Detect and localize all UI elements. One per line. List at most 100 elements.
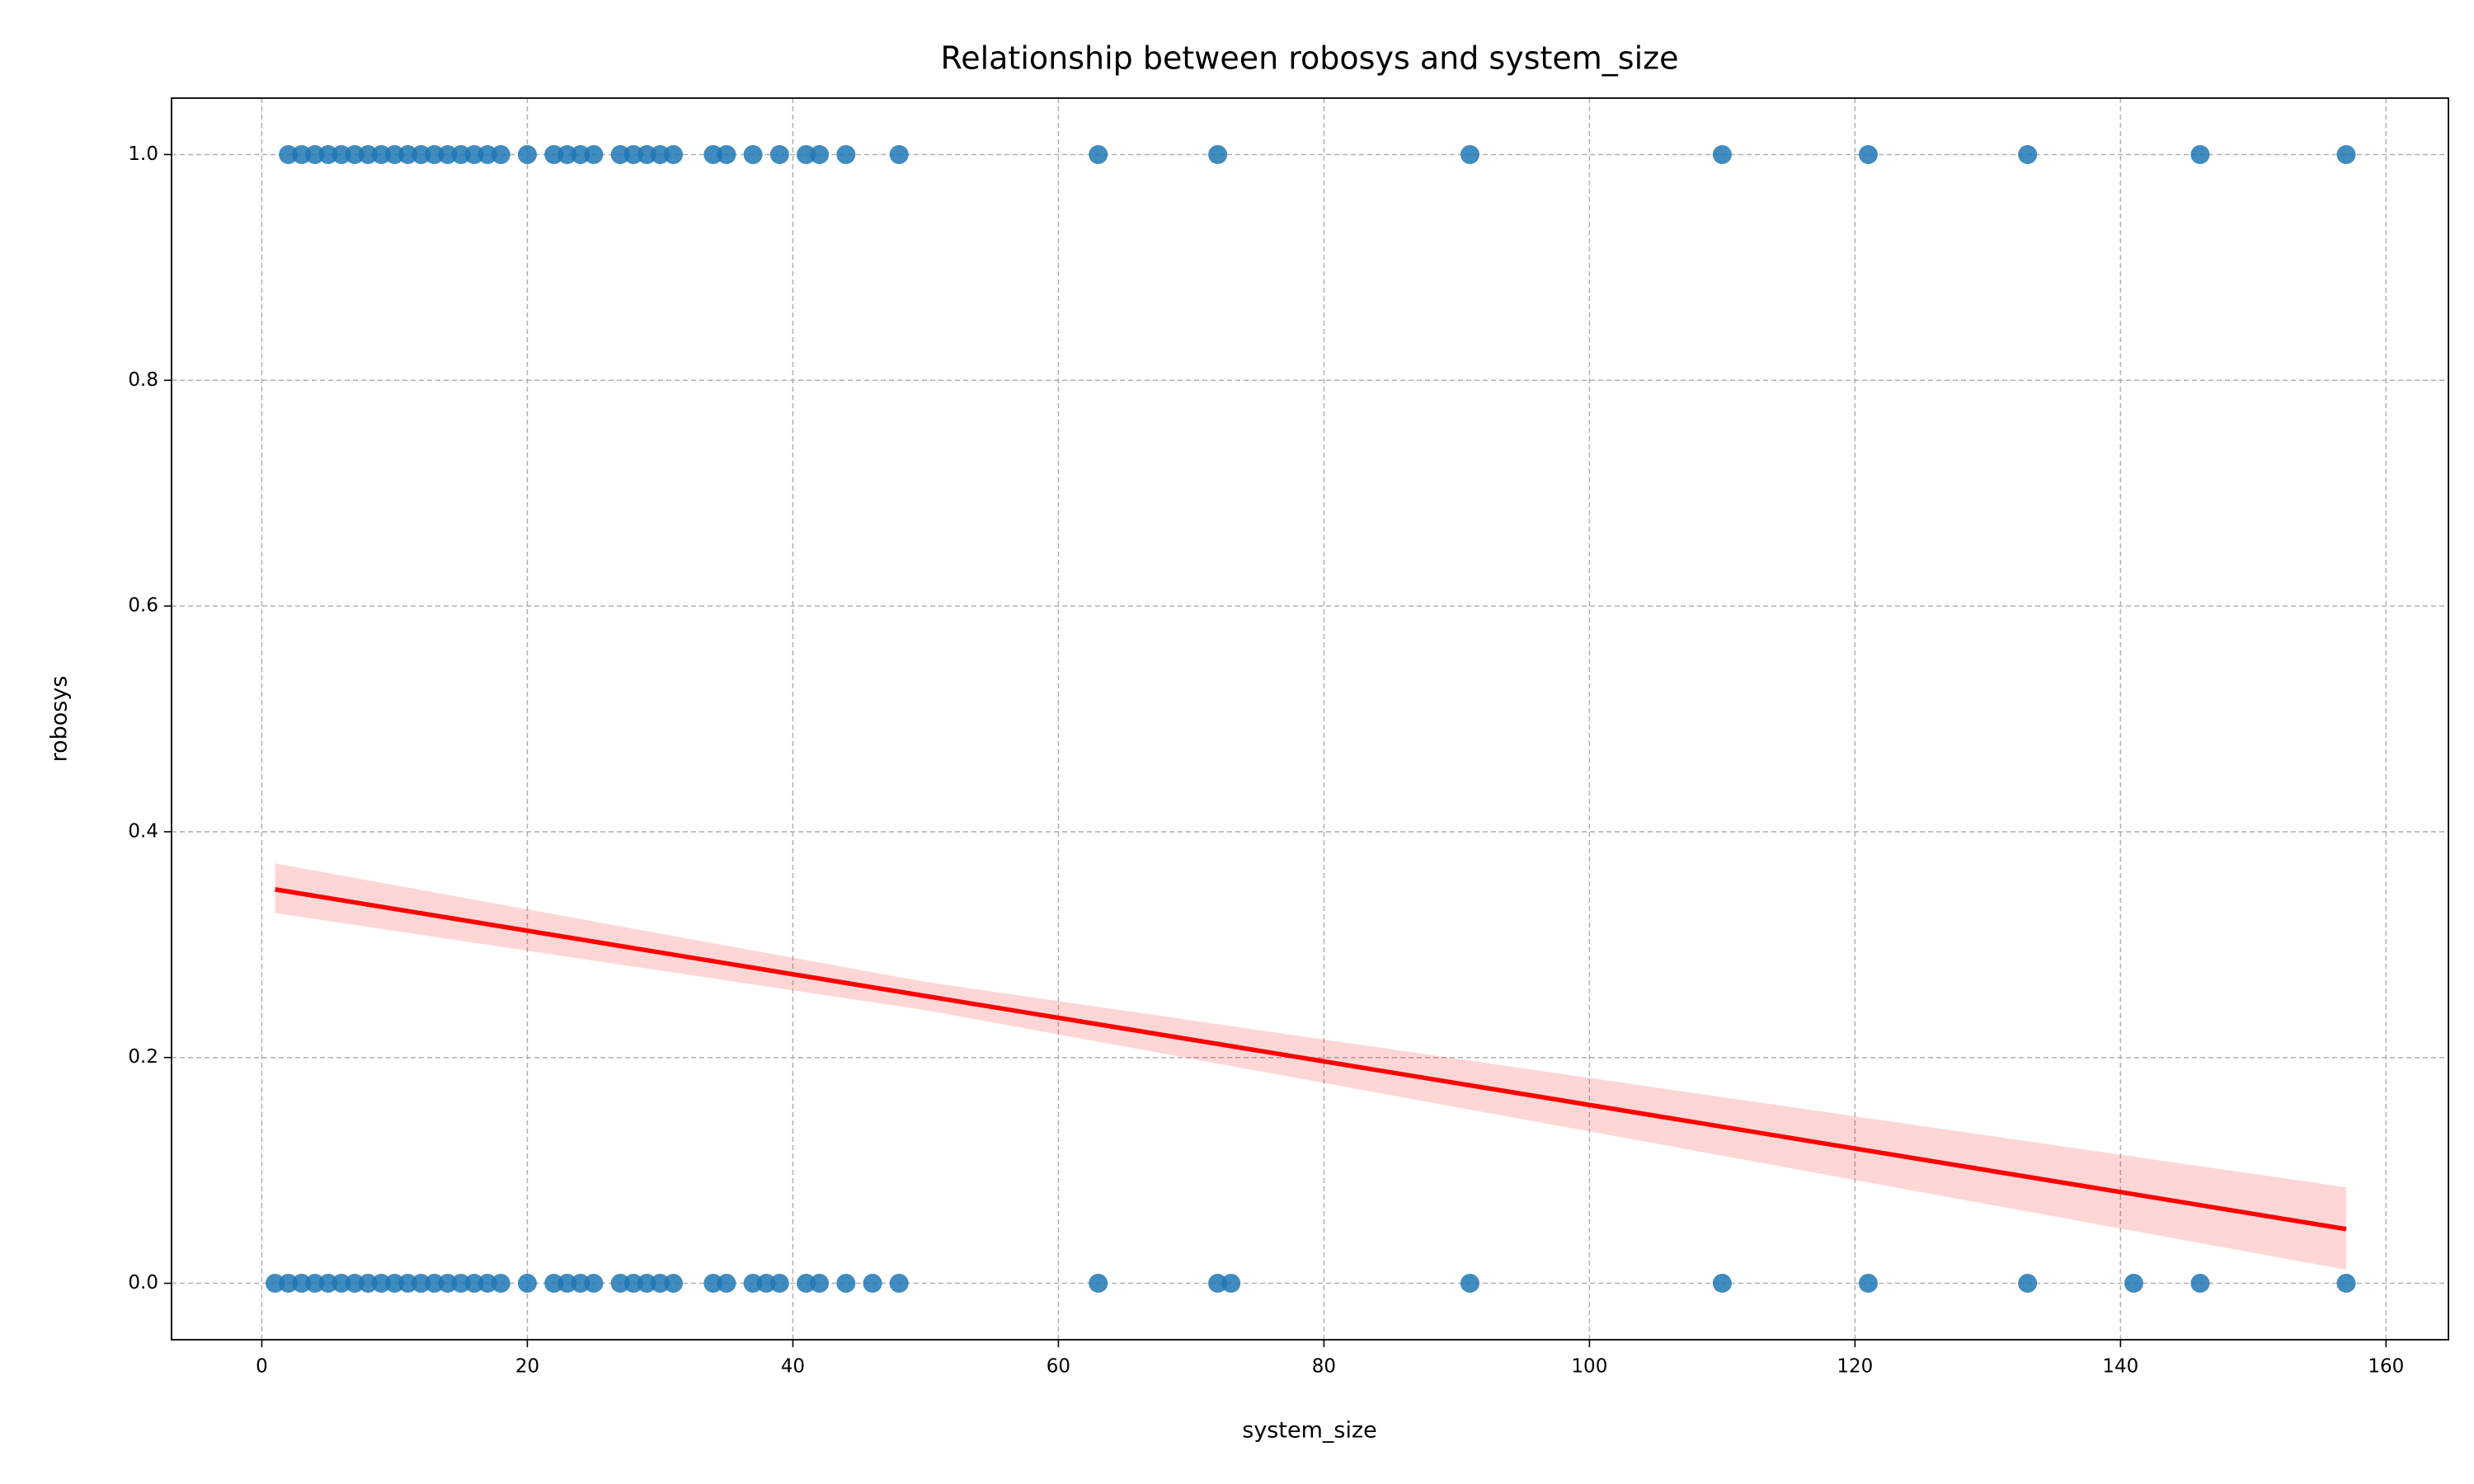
scatter-point	[1460, 1274, 1479, 1294]
scatter-point	[477, 144, 497, 164]
scatter-point	[412, 144, 431, 164]
scatter-point	[305, 1274, 325, 1294]
x-tick-label: 120	[1837, 1356, 1873, 1378]
x-tick-label: 0	[256, 1356, 268, 1378]
scatter-point	[637, 1274, 656, 1294]
scatter-point	[756, 1274, 776, 1294]
scatter-point	[345, 144, 365, 164]
scatter-point	[703, 1274, 723, 1294]
scatter-point	[743, 1274, 763, 1294]
scatter-point	[769, 1274, 789, 1294]
scatter-point	[717, 144, 736, 164]
scatter-point	[1089, 1274, 1108, 1294]
scatter-point	[2190, 144, 2210, 164]
x-axis-label: system_size	[1242, 1418, 1376, 1444]
scatter-point	[266, 1274, 285, 1294]
y-axis-label: robosys	[47, 676, 73, 763]
scatter-point	[544, 1274, 564, 1294]
scatter-point	[318, 1274, 338, 1294]
scatter-point	[544, 144, 564, 164]
scatter-point	[584, 144, 604, 164]
x-tick-label: 40	[781, 1356, 805, 1378]
scatter-point	[305, 144, 325, 164]
scatter-point	[384, 1274, 404, 1294]
scatter-point	[650, 144, 670, 164]
scatter-point	[1712, 1274, 1732, 1294]
y-tick-label: 0.4	[128, 820, 158, 842]
scatter-point	[438, 1274, 458, 1294]
scatter-point	[810, 1274, 830, 1294]
y-tick-label: 0.8	[128, 369, 158, 391]
scatter-point	[2336, 1274, 2356, 1294]
x-tick-label: 80	[1312, 1356, 1336, 1378]
scatter-point	[425, 1274, 444, 1294]
x-tick-label: 20	[515, 1356, 539, 1378]
scatter-point	[623, 1274, 643, 1294]
scatter-point	[810, 144, 830, 164]
scatter-point	[412, 1274, 431, 1294]
scatter-point	[371, 144, 391, 164]
scatter-point	[743, 144, 763, 164]
scatter-point	[398, 144, 418, 164]
scatter-point	[889, 144, 909, 164]
scatter-point	[292, 1274, 312, 1294]
axes-frame	[171, 97, 2449, 1341]
scatter-point	[358, 1274, 378, 1294]
scatter-point	[517, 1274, 537, 1294]
scatter-point	[1208, 1274, 1228, 1294]
scatter-point	[889, 1274, 909, 1294]
scatter-point	[332, 144, 351, 164]
scatter-point	[571, 144, 590, 164]
scatter-point	[610, 144, 630, 164]
scatter-point	[797, 1274, 816, 1294]
scatter-point	[384, 144, 404, 164]
scatter-point	[623, 144, 643, 164]
scatter-point	[2124, 1274, 2143, 1294]
scatter-point	[358, 144, 378, 164]
scatter-point	[451, 1274, 471, 1294]
scatter-point	[451, 144, 471, 164]
x-tick-label: 60	[1047, 1356, 1070, 1378]
scatter-point	[1089, 144, 1108, 164]
scatter-point	[703, 144, 723, 164]
scatter-point	[371, 1274, 391, 1294]
x-tick-label: 140	[2102, 1356, 2138, 1378]
scatter-point	[425, 144, 444, 164]
scatter-point	[318, 144, 338, 164]
y-tick-label: 0.6	[128, 595, 158, 617]
x-tick-label: 160	[2368, 1356, 2404, 1378]
scatter-point	[2018, 144, 2038, 164]
scatter-point	[836, 1274, 856, 1294]
regression-line	[275, 887, 2347, 1232]
chart-title: Relationship between robosys and system_…	[941, 40, 1679, 77]
scatter-point	[491, 1274, 510, 1294]
scatter-point	[464, 144, 484, 164]
scatter-point	[517, 144, 537, 164]
scatter-point	[836, 144, 856, 164]
scatter-point	[717, 1274, 736, 1294]
scatter-point	[491, 144, 510, 164]
x-tick-label: 100	[1571, 1356, 1607, 1378]
scatter-point	[2018, 1274, 2038, 1294]
scatter-point	[664, 144, 684, 164]
scatter-point	[332, 1274, 351, 1294]
scatter-point	[477, 1274, 497, 1294]
scatter-point	[650, 1274, 670, 1294]
scatter-point	[2190, 1274, 2210, 1294]
scatter-point	[438, 144, 458, 164]
scatter-point	[279, 144, 299, 164]
scatter-point	[557, 1274, 577, 1294]
scatter-point	[1208, 144, 1228, 164]
scatter-point	[1712, 144, 1732, 164]
scatter-point	[1858, 144, 1878, 164]
scatter-point	[1858, 1274, 1878, 1294]
scatter-point	[769, 144, 789, 164]
scatter-point	[584, 1274, 604, 1294]
scatter-point	[1460, 144, 1479, 164]
scatter-point	[2336, 144, 2356, 164]
confidence-band	[275, 863, 2347, 1270]
scatter-point	[664, 1274, 684, 1294]
y-tick-label: 0.0	[128, 1272, 158, 1294]
